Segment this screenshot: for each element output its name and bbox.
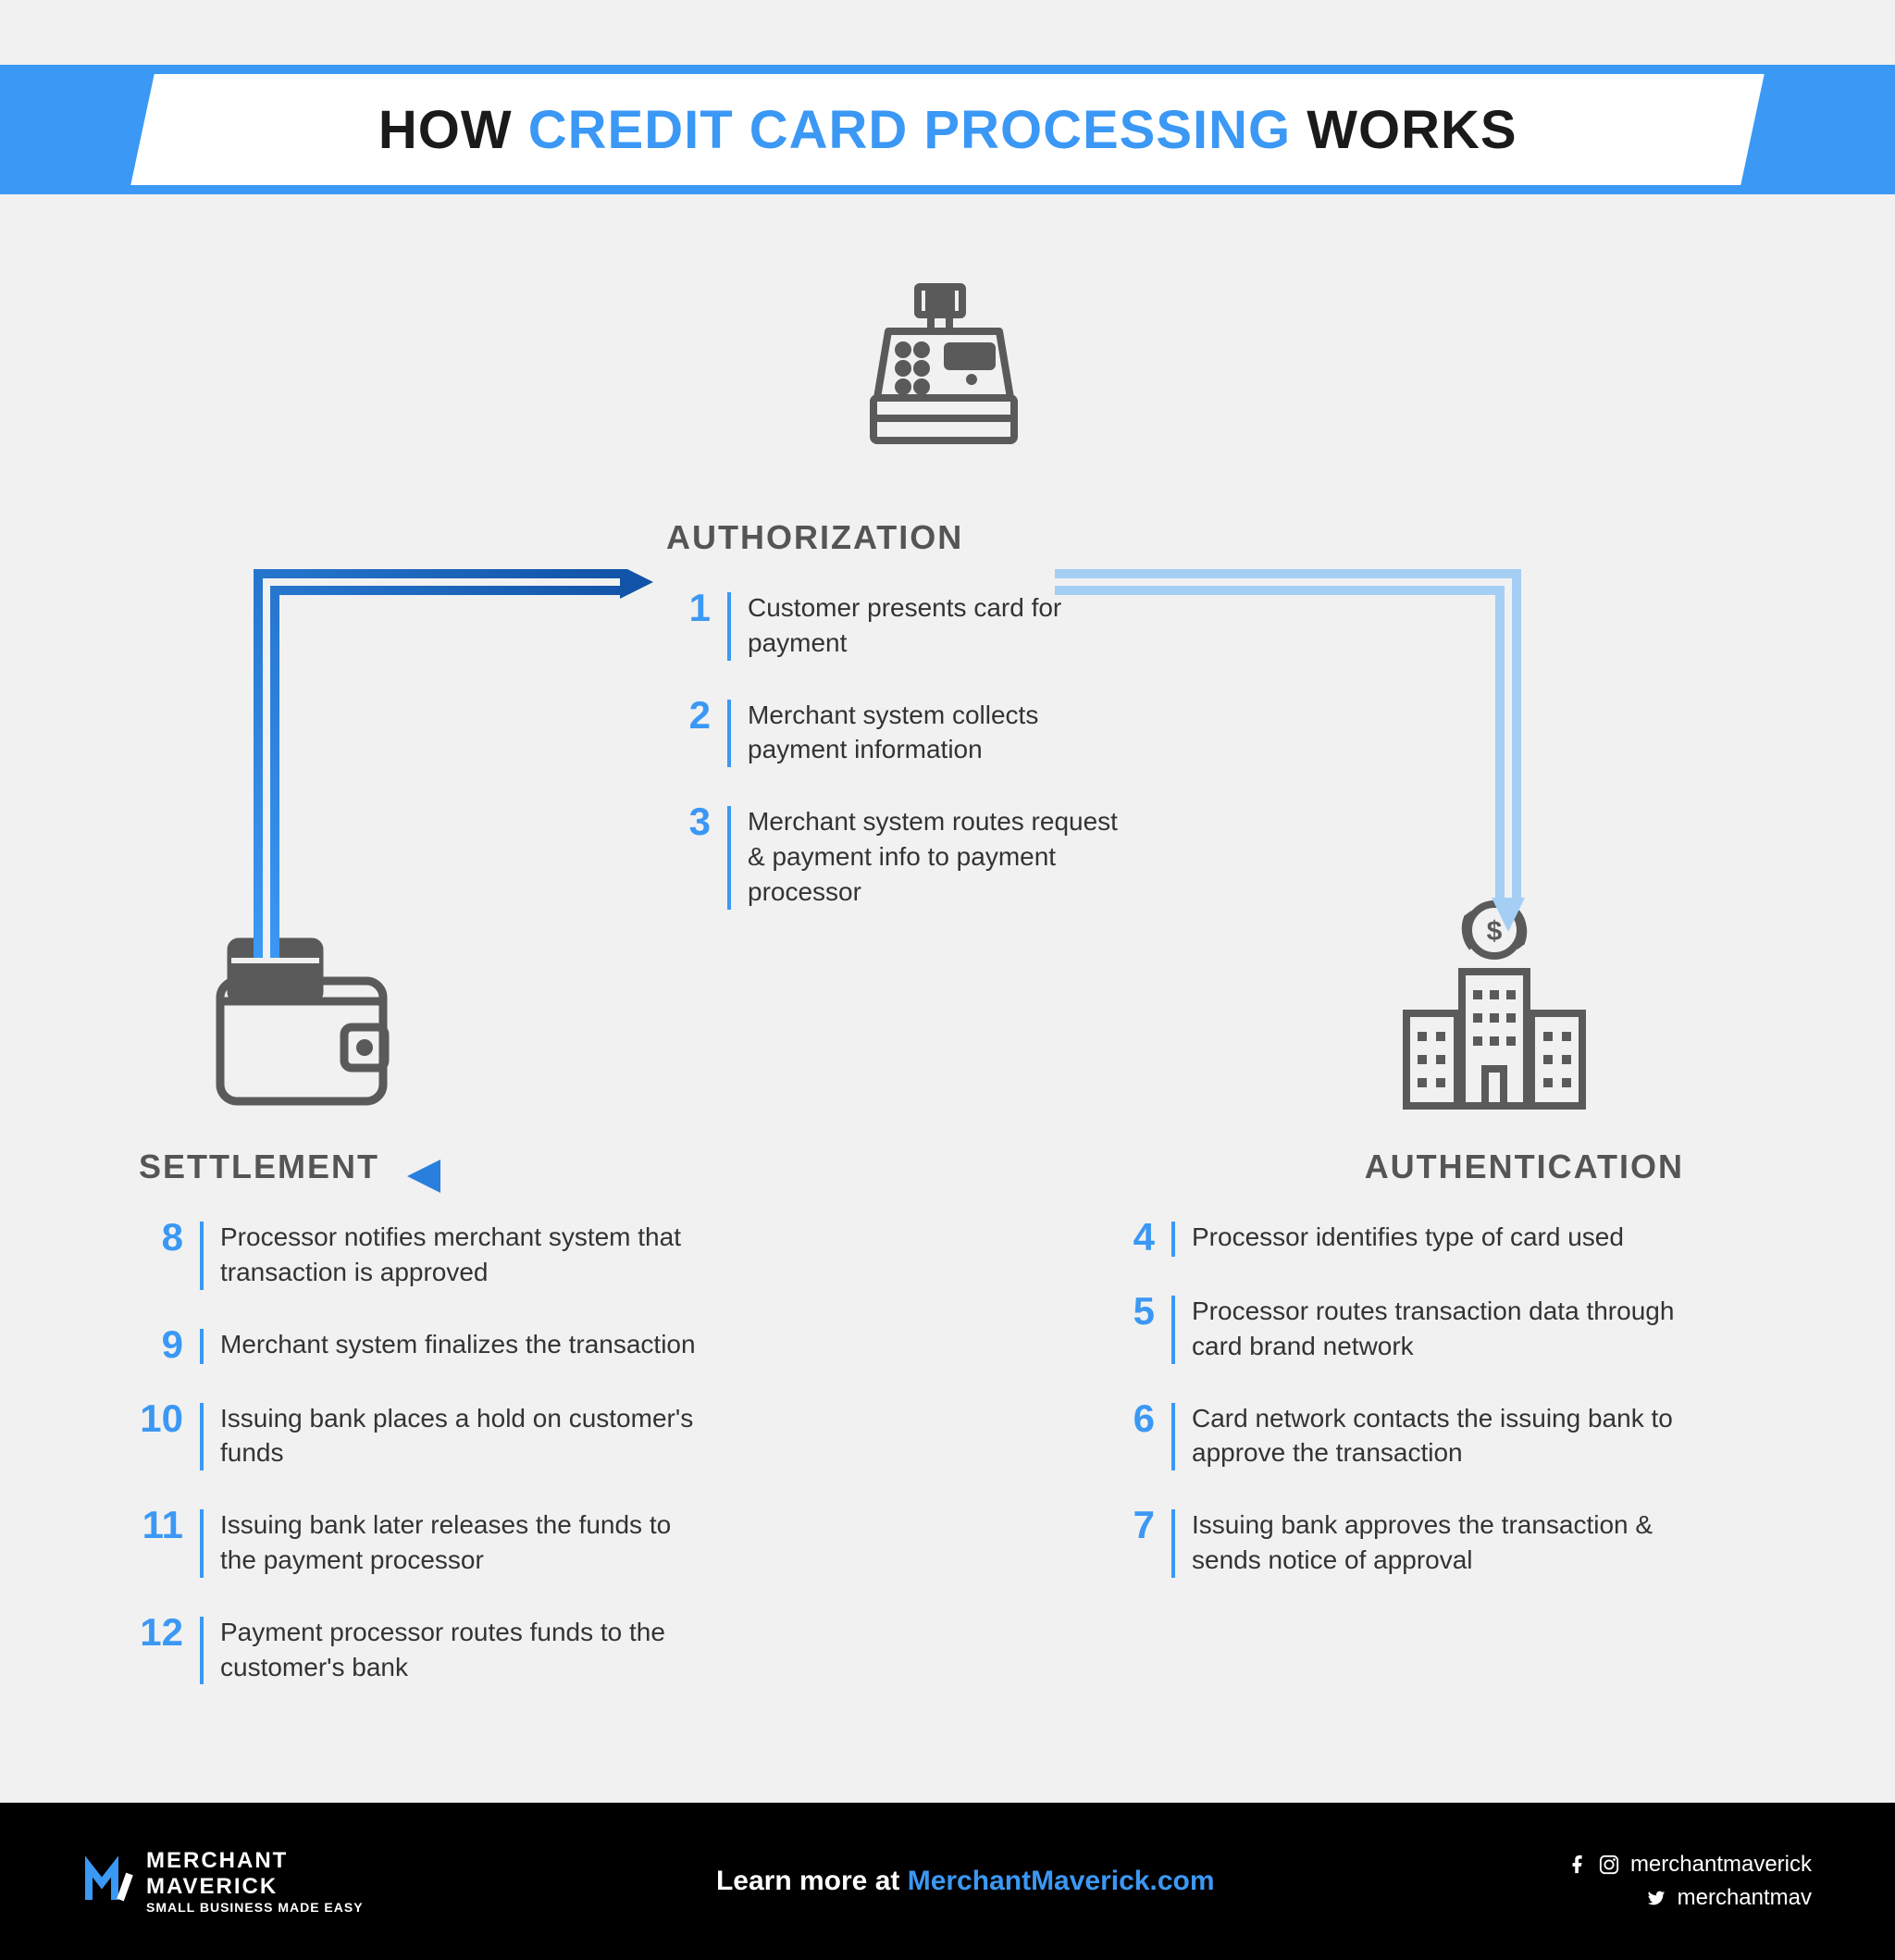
brand-tagline: SMALL BUSINESS MADE EASY xyxy=(146,1900,364,1915)
step-number: 12 xyxy=(139,1613,183,1652)
step-divider xyxy=(200,1329,204,1364)
step-2: 2 Merchant system collects payment infor… xyxy=(666,696,1129,768)
title-highlight: CREDIT CARD PROCESSING xyxy=(528,100,1291,160)
brand-top: MERCHANT xyxy=(146,1848,364,1874)
brand-bottom: MAVERICK xyxy=(146,1874,364,1900)
step-text: Issuing bank approves the transaction & … xyxy=(1192,1506,1684,1578)
step-11: 11 Issuing bank later releases the funds… xyxy=(139,1506,712,1578)
handle-2: merchantmav xyxy=(1678,1881,1812,1915)
step-text: Processor identifies type of card used xyxy=(1192,1218,1624,1255)
settlement-title: SETTLEMENT xyxy=(139,1147,712,1186)
step-5: 5 Processor routes transaction data thro… xyxy=(1110,1292,1684,1364)
step-text: Customer presents card for payment xyxy=(748,589,1129,661)
step-number: 7 xyxy=(1110,1506,1155,1544)
cash-register-icon xyxy=(851,278,1036,467)
footer-logo-text: MERCHANT MAVERICK SMALL BUSINESS MADE EA… xyxy=(146,1848,364,1915)
instagram-icon xyxy=(1599,1855,1619,1875)
step-divider xyxy=(727,806,731,909)
footer: MERCHANT MAVERICK SMALL BUSINESS MADE EA… xyxy=(0,1803,1895,1960)
settlement-section: SETTLEMENT 8 Processor notifies merchant… xyxy=(139,1147,712,1719)
social-row-2: merchantmav xyxy=(1567,1881,1812,1915)
step-number: 11 xyxy=(139,1506,183,1544)
step-10: 10 Issuing bank places a hold on custome… xyxy=(139,1399,712,1471)
title-prefix: HOW xyxy=(378,100,528,160)
step-text: Payment processor routes funds to the cu… xyxy=(220,1613,712,1685)
authorization-section: AUTHORIZATION 1 Customer presents card f… xyxy=(666,518,1129,945)
step-text: Issuing bank places a hold on customer's… xyxy=(220,1399,712,1471)
step-divider xyxy=(727,700,731,768)
step-7: 7 Issuing bank approves the transaction … xyxy=(1110,1506,1684,1578)
step-divider xyxy=(727,592,731,661)
step-divider xyxy=(1171,1403,1175,1471)
step-text: Merchant system finalizes the transactio… xyxy=(220,1325,696,1362)
step-text: Processor routes transaction data throug… xyxy=(1192,1292,1684,1364)
step-number: 4 xyxy=(1110,1218,1155,1257)
step-3: 3 Merchant system routes request & payme… xyxy=(666,802,1129,909)
step-number: 10 xyxy=(139,1399,183,1438)
step-number: 1 xyxy=(666,589,711,627)
step-text: Card network contacts the issuing bank t… xyxy=(1192,1399,1684,1471)
step-divider xyxy=(200,1509,204,1578)
social-row-1: merchantmaverick xyxy=(1567,1848,1812,1881)
handle-1: merchantmaverick xyxy=(1630,1848,1812,1881)
step-divider xyxy=(1171,1222,1175,1257)
step-text: Processor notifies merchant system that … xyxy=(220,1218,712,1290)
authentication-title: AUTHENTICATION xyxy=(1110,1147,1684,1186)
step-9: 9 Merchant system finalizes the transact… xyxy=(139,1325,712,1364)
page-title: HOW CREDIT CARD PROCESSING WORKS xyxy=(378,99,1517,161)
step-8: 8 Processor notifies merchant system tha… xyxy=(139,1218,712,1290)
authorization-title: AUTHORIZATION xyxy=(666,518,1129,557)
step-number: 2 xyxy=(666,696,711,735)
step-number: 3 xyxy=(666,802,711,841)
footer-logo: MERCHANT MAVERICK SMALL BUSINESS MADE EA… xyxy=(83,1848,364,1915)
header-band: HOW CREDIT CARD PROCESSING WORKS xyxy=(0,65,1895,194)
facebook-icon xyxy=(1567,1855,1588,1875)
footer-link[interactable]: MerchantMaverick.com xyxy=(908,1866,1215,1896)
step-divider xyxy=(200,1617,204,1685)
step-4: 4 Processor identifies type of card used xyxy=(1110,1218,1684,1257)
step-text: Issuing bank later releases the funds to… xyxy=(220,1506,712,1578)
step-6: 6 Card network contacts the issuing bank… xyxy=(1110,1399,1684,1471)
content-area: $ xyxy=(0,194,1895,1629)
arrow-authorization-left xyxy=(250,569,657,1004)
twitter-icon xyxy=(1646,1888,1666,1908)
step-number: 5 xyxy=(1110,1292,1155,1331)
step-divider xyxy=(200,1403,204,1471)
step-number: 9 xyxy=(139,1325,183,1364)
footer-prefix: Learn more at xyxy=(716,1866,908,1896)
step-text: Merchant system routes request & payment… xyxy=(748,802,1129,909)
authentication-section: AUTHENTICATION 4 Processor identifies ty… xyxy=(1110,1147,1684,1613)
footer-center: Learn more at MerchantMaverick.com xyxy=(716,1866,1215,1897)
step-text: Merchant system collects payment informa… xyxy=(748,696,1129,768)
step-number: 8 xyxy=(139,1218,183,1257)
header-inner: HOW CREDIT CARD PROCESSING WORKS xyxy=(130,74,1765,185)
footer-social: merchantmaverick merchantmav xyxy=(1567,1848,1812,1915)
step-divider xyxy=(1171,1296,1175,1364)
step-1: 1 Customer presents card for payment xyxy=(666,589,1129,661)
step-number: 6 xyxy=(1110,1399,1155,1438)
title-suffix: WORKS xyxy=(1291,100,1517,160)
logo-mark-icon xyxy=(83,1855,135,1907)
step-divider xyxy=(1171,1509,1175,1578)
step-12: 12 Payment processor routes funds to the… xyxy=(139,1613,712,1685)
step-divider xyxy=(200,1222,204,1290)
